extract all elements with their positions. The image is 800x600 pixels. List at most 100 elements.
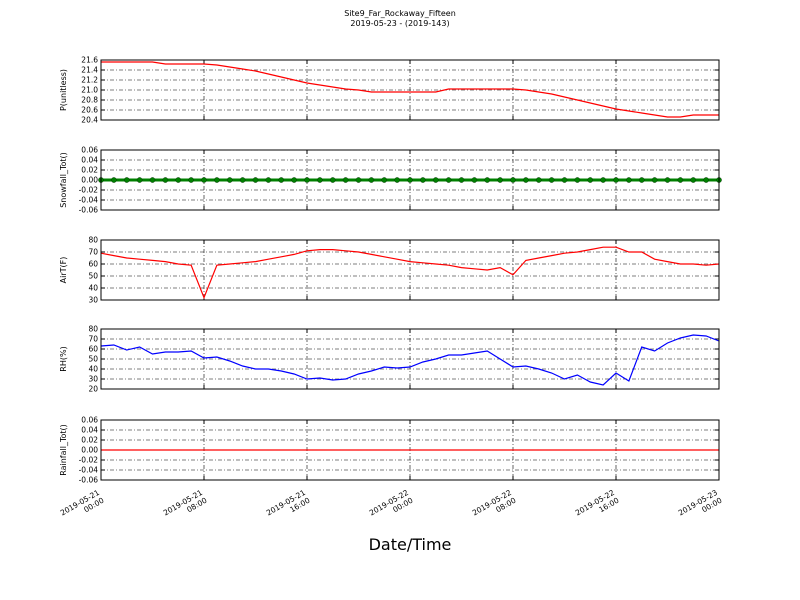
- series-marker: [111, 177, 117, 183]
- y-tick-label: -0.06: [79, 476, 99, 485]
- y-tick-label: -0.02: [79, 186, 99, 195]
- x-tick-label: 2019-05-2200:00: [368, 488, 415, 525]
- series-marker: [677, 177, 684, 183]
- series-marker: [664, 177, 671, 183]
- series-marker: [703, 177, 709, 183]
- series-marker: [278, 177, 284, 183]
- series-marker: [690, 177, 697, 183]
- series-marker: [368, 177, 375, 183]
- series-marker: [445, 177, 452, 183]
- series-marker: [136, 177, 143, 183]
- series-marker: [613, 177, 619, 183]
- series-marker: [626, 177, 632, 183]
- series-marker: [291, 177, 297, 183]
- y-tick-label: 0.06: [81, 416, 98, 425]
- y-tick-label: 80: [88, 325, 98, 334]
- y-tick-label: 0.00: [81, 176, 98, 185]
- series-marker: [497, 177, 503, 183]
- series-marker: [407, 177, 413, 183]
- x-tick-label: 2019-05-2116:00: [265, 488, 312, 525]
- series-marker: [162, 177, 169, 183]
- y-tick-label: 0.04: [81, 156, 98, 165]
- y-tick-label: 60: [88, 345, 98, 354]
- series-marker: [175, 177, 181, 183]
- x-axis-label: Date/Time: [369, 535, 452, 554]
- series-marker: [342, 177, 349, 183]
- axes-frame: [100, 328, 720, 390]
- series-marker: [239, 177, 246, 183]
- y-tick-label: -0.02: [79, 456, 99, 465]
- series-marker: [574, 177, 581, 183]
- y-tick-label: 21.2: [81, 76, 98, 85]
- y-axis-label: Snowfall_Tot(): [59, 152, 68, 208]
- series-marker: [561, 177, 568, 183]
- series-marker: [432, 177, 439, 183]
- y-tick-label: 30: [88, 375, 98, 384]
- y-tick-label: 50: [88, 272, 98, 281]
- series-marker: [124, 177, 130, 183]
- y-axis-label: AirT(F): [59, 257, 68, 284]
- title: Site9_Far_Rockaway_Fifteen: [344, 9, 456, 18]
- y-tick-label: -0.06: [79, 206, 99, 215]
- series-marker: [510, 177, 516, 183]
- y-axis-label: Rainfall_Tot(): [59, 424, 68, 476]
- x-tick-label: 2019-05-2108:00: [162, 488, 209, 525]
- x-tick-label: 2019-05-2100:00: [59, 488, 106, 525]
- y-tick-label: 50: [88, 355, 98, 364]
- y-tick-label: -0.04: [79, 196, 99, 205]
- axes-frame: [100, 239, 720, 301]
- series-marker: [458, 177, 465, 183]
- x-tick-label: 2019-05-2300:00: [677, 488, 724, 525]
- y-tick-label: 0.02: [81, 436, 98, 445]
- y-tick-label: 20.6: [81, 106, 98, 115]
- axes-frame: [100, 59, 720, 121]
- series-marker: [188, 177, 194, 183]
- series-line: [100, 246, 720, 300]
- series-marker: [355, 177, 362, 183]
- y-axis-label: RH(%): [59, 346, 68, 371]
- series-marker: [329, 177, 336, 183]
- subtitle: 2019-05-23 - (2019-143): [350, 19, 449, 28]
- series-marker: [317, 177, 323, 183]
- axes-frame: [100, 419, 720, 481]
- y-tick-label: 21.4: [81, 66, 98, 75]
- series-marker: [265, 177, 272, 183]
- y-tick-label: 20: [88, 385, 98, 394]
- series-line: [100, 334, 720, 386]
- series-marker: [484, 177, 490, 183]
- y-tick-label: 0.04: [81, 426, 98, 435]
- x-tick-label: 2019-05-2216:00: [574, 488, 621, 525]
- y-tick-label: 30: [88, 296, 98, 305]
- y-tick-label: 21.6: [81, 56, 98, 65]
- series-marker: [304, 177, 310, 183]
- series-marker: [548, 177, 555, 183]
- series-marker: [149, 177, 156, 183]
- series-marker: [600, 177, 606, 183]
- series-marker: [471, 177, 478, 183]
- y-tick-label: 0.02: [81, 166, 98, 175]
- series-marker: [587, 177, 594, 183]
- series-marker: [394, 177, 400, 183]
- y-axis-label: P(unitless): [59, 69, 68, 111]
- y-tick-label: 60: [88, 260, 98, 269]
- axes-frame: [100, 149, 720, 211]
- series-marker: [201, 177, 207, 183]
- y-tick-label: 20.4: [81, 116, 98, 125]
- series-marker: [226, 177, 233, 183]
- y-tick-label: 70: [88, 248, 98, 257]
- x-tick-label: 2019-05-2208:00: [471, 488, 518, 525]
- series-marker: [523, 177, 529, 183]
- y-tick-label: 21.0: [81, 86, 98, 95]
- y-tick-label: 80: [88, 236, 98, 245]
- y-tick-label: 20.8: [81, 96, 98, 105]
- y-tick-label: 40: [88, 365, 98, 374]
- series-line: [101, 61, 719, 118]
- y-tick-label: 40: [88, 284, 98, 293]
- series-marker: [536, 177, 542, 183]
- series-marker: [651, 177, 658, 183]
- series-marker: [639, 177, 645, 183]
- series-marker: [214, 177, 220, 183]
- series-marker: [381, 177, 387, 183]
- y-tick-label: 70: [88, 335, 98, 344]
